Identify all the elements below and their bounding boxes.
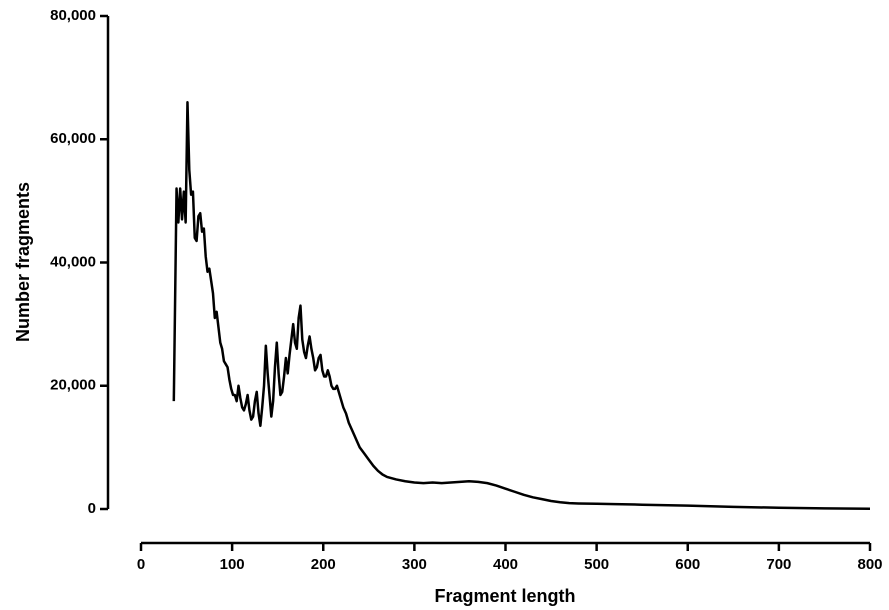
data-line [172,101,871,510]
y-tick-label: 60,000 [50,130,96,147]
x-tick-label: 500 [584,556,609,573]
x-tick-label: 600 [675,556,700,573]
x-tick-label: 300 [402,556,427,573]
x-tick-label: 100 [220,556,245,573]
x-tick-label: 0 [137,556,145,573]
x-tick-label: 200 [311,556,336,573]
y-axis-label: Number fragments [13,182,33,342]
y-tick-label: 80,000 [50,7,96,24]
y-tick-label: 40,000 [50,253,96,270]
x-tick-label: 700 [766,556,791,573]
y-tick-label: 20,000 [50,377,96,394]
x-tick-label: 400 [493,556,518,573]
x-axis-label: Fragment length [434,586,575,606]
y-tick-label: 0 [88,500,96,517]
x-tick-label: 800 [857,556,882,573]
